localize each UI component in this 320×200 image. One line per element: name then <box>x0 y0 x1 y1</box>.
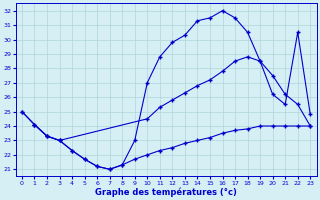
X-axis label: Graphe des températures (°c): Graphe des températures (°c) <box>95 187 237 197</box>
